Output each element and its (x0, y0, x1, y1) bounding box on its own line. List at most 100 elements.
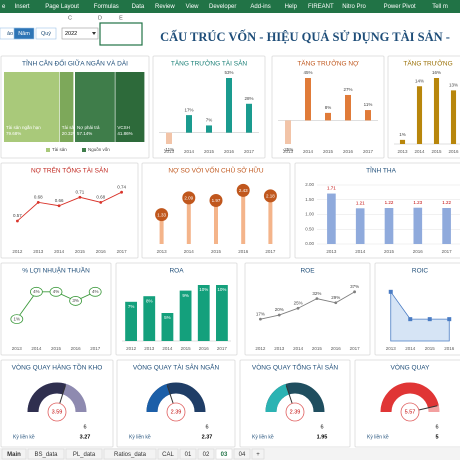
panel-title: NỢ SO VỚI VỐN CHỦ SỞ HỮU (168, 165, 264, 175)
sheet-tab-label: 01 (185, 452, 192, 458)
treemap-block (59, 72, 74, 142)
x-tick-label: 2013 (274, 346, 285, 351)
x-tick-label: 2017 (117, 249, 128, 254)
sheet-tab[interactable] (251, 448, 265, 460)
x-tick-label: 2013 (326, 249, 337, 254)
sheet-tab[interactable] (65, 448, 103, 460)
panel (244, 262, 371, 356)
data-label: 1.33 (157, 212, 166, 217)
gauge-value: 2.39 (171, 409, 182, 415)
area-marker (408, 317, 413, 322)
gauge-value: 3.59 (52, 409, 63, 415)
point (296, 306, 300, 310)
lollipop-head (182, 191, 196, 205)
x-tick-label: 2014 (184, 149, 195, 154)
data-label: 1.23 (413, 200, 422, 205)
sheet-tab[interactable] (197, 448, 215, 460)
x-tick-label: 2016 (444, 346, 455, 351)
sheet-tab[interactable] (157, 448, 179, 460)
slicer-button-label: Quý (41, 31, 51, 37)
panel (387, 55, 460, 159)
gauge-previous-value: 2.37 (202, 434, 213, 440)
slicer-button[interactable] (13, 27, 35, 40)
year-dropdown[interactable] (61, 27, 99, 40)
sheet-tab[interactable] (179, 448, 197, 460)
panel (0, 262, 112, 356)
legend-swatch (46, 148, 50, 152)
data-label: 5% (164, 315, 171, 320)
data-label: 25% (294, 300, 303, 305)
treemap-label: Tài sản ngắn hạn (6, 124, 41, 130)
x-tick-label: 2013 (164, 149, 175, 154)
sheet-tab[interactable] (215, 448, 233, 460)
x-tick-label: 2016 (96, 249, 107, 254)
gauge-value: 5.57 (405, 409, 416, 415)
slicer-button[interactable] (35, 27, 57, 40)
bar (384, 208, 394, 244)
ribbon-tab: Power Pivot (384, 4, 416, 10)
x-tick-label: 2017 (363, 149, 374, 154)
y-tick-label: 1.50 (305, 197, 314, 202)
ribbon-tab: Developer (209, 4, 236, 10)
gauge-hub (47, 402, 67, 422)
treemap-value: 79.68% (6, 131, 21, 136)
lollipop-head (155, 208, 169, 222)
data-label: 0.66 (55, 198, 64, 203)
bar (399, 139, 406, 144)
treemap-block (75, 72, 115, 142)
lollipop-head (236, 183, 250, 197)
x-tick-label: 2013 (386, 346, 397, 351)
sheet-tab[interactable] (27, 448, 65, 460)
lollipop-head (263, 189, 277, 203)
x-tick-label: 2017 (244, 149, 255, 154)
x-tick-label: 2015 (384, 249, 395, 254)
panel (0, 162, 139, 259)
panel-title: ROE (300, 268, 315, 275)
dropdown-arrow (92, 32, 96, 35)
bar (433, 78, 440, 144)
data-label: 32% (312, 291, 321, 296)
data-label: 7% (128, 304, 135, 309)
treemap-block (4, 72, 60, 142)
data-label: 16% (432, 70, 441, 75)
sheet-tab-label: 03 (221, 452, 228, 458)
gauge-title: VÒNG QUAY TỔNG TÀI SẢN (252, 363, 339, 372)
bar (327, 193, 336, 244)
data-label: 8% (325, 105, 332, 110)
x-tick-label: 2016 (199, 346, 210, 351)
sheet-tab[interactable] (233, 448, 251, 460)
x-tick-label: 2014 (414, 149, 425, 154)
x-tick-label: 2015 (75, 249, 86, 254)
area-marker (427, 317, 432, 322)
gauge-max: 6 (435, 424, 438, 430)
ribbon-tab: View (186, 4, 200, 10)
panel-title: TĂNG TRƯỞNG (403, 59, 452, 68)
data-label: 8% (146, 298, 153, 303)
data-label: 4% (53, 289, 60, 294)
gauge-fill (380, 382, 439, 413)
y-tick-label: 2.00 (305, 182, 314, 187)
bar (416, 86, 423, 144)
ribbon-tab: Data (132, 4, 145, 10)
sheet-tab[interactable] (1, 448, 27, 460)
lollipop-stem (214, 200, 218, 244)
data-label: 0.74 (117, 184, 126, 189)
x-tick-label: 2017 (350, 346, 361, 351)
point (57, 204, 61, 208)
panel (271, 55, 385, 159)
dashboard-title: CẤU TRÚC VỐN - HIỆU QUẢ SỬ DỤNG TÀI SẢN … (160, 29, 450, 44)
gauge-previous-label: Kỳ liền kề (13, 434, 35, 440)
x-tick-label: 2014 (405, 346, 416, 351)
bar (143, 296, 156, 341)
point (99, 200, 103, 204)
data-label: 2.43 (239, 188, 248, 193)
data-label: 1% (399, 132, 406, 137)
gauge-fill (146, 383, 171, 413)
ribbon-tab: Help (285, 4, 298, 10)
ribbon-tab: e (2, 4, 6, 10)
sheet-tab[interactable] (103, 448, 157, 460)
x-tick-label: 2015 (431, 149, 442, 154)
data-label: 1% (14, 316, 21, 321)
x-tick-label: 2016 (448, 149, 459, 154)
sheet-tab-label: PL_data (73, 452, 96, 458)
